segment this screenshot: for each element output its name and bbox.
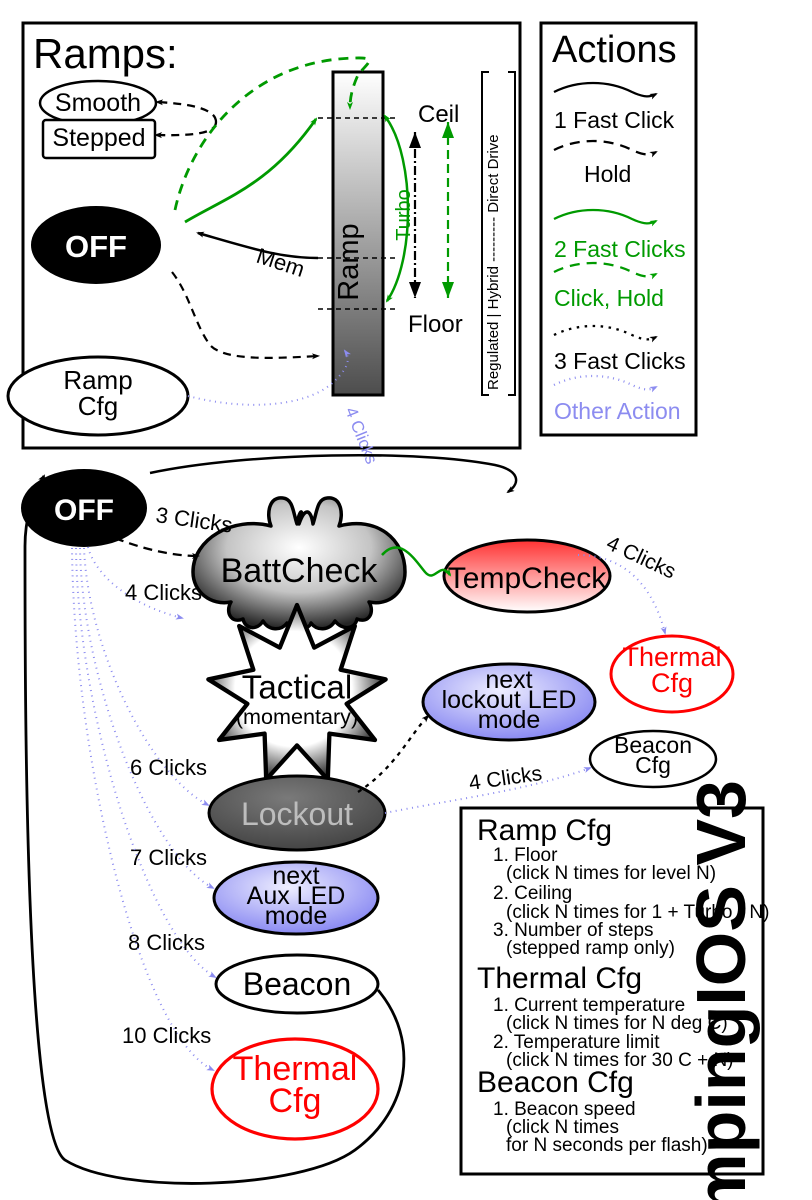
svg-text:Cfg: Cfg bbox=[651, 668, 693, 698]
svg-text:Hold: Hold bbox=[584, 161, 631, 187]
svg-text:Smooth: Smooth bbox=[55, 89, 141, 117]
svg-text:6 Clicks: 6 Clicks bbox=[130, 755, 207, 780]
svg-text:7 Clicks: 7 Clicks bbox=[130, 845, 207, 870]
svg-text:Lockout: Lockout bbox=[241, 796, 353, 832]
svg-text:3 Fast Clicks: 3 Fast Clicks bbox=[554, 348, 686, 374]
svg-text:OFF: OFF bbox=[54, 494, 114, 527]
svg-text:for N seconds per flash): for N seconds per flash) bbox=[506, 1135, 708, 1156]
svg-text:BattCheck: BattCheck bbox=[221, 552, 379, 590]
svg-text:Floor: Floor bbox=[408, 311, 463, 338]
svg-text:Tactical: Tactical bbox=[242, 670, 352, 707]
svg-text:Ramp: Ramp bbox=[333, 223, 365, 300]
svg-text:Ramps:: Ramps: bbox=[33, 30, 178, 77]
svg-text:4 Clicks: 4 Clicks bbox=[125, 580, 202, 605]
svg-text:8 Clicks: 8 Clicks bbox=[128, 930, 205, 955]
svg-text:mode: mode bbox=[478, 706, 541, 734]
svg-text:Cfg: Cfg bbox=[78, 391, 118, 421]
svg-text:Ceil: Ceil bbox=[418, 101, 459, 128]
svg-text:Cfg: Cfg bbox=[269, 1082, 322, 1120]
svg-text:mode: mode bbox=[265, 902, 328, 930]
svg-text:Ramp Cfg: Ramp Cfg bbox=[477, 814, 612, 847]
svg-text:(click N times for level N): (click N times for level N) bbox=[506, 863, 716, 884]
svg-text:(stepped ramp only): (stepped ramp only) bbox=[506, 938, 675, 959]
svg-text:Actions: Actions bbox=[552, 29, 677, 71]
svg-text:1 Fast Click: 1 Fast Click bbox=[554, 107, 675, 133]
svg-text:2. Ceiling: 2. Ceiling bbox=[493, 883, 572, 904]
svg-text:10 Clicks: 10 Clicks bbox=[122, 1023, 211, 1048]
svg-text:Beacon Cfg: Beacon Cfg bbox=[477, 1066, 634, 1099]
svg-text:OFF: OFF bbox=[65, 229, 127, 264]
svg-text:TempCheck: TempCheck bbox=[448, 562, 607, 595]
svg-text:Other Action: Other Action bbox=[554, 398, 681, 424]
svg-text:Cfg: Cfg bbox=[635, 752, 671, 778]
svg-text:Click, Hold: Click, Hold bbox=[554, 285, 664, 311]
svg-text:(momentary): (momentary) bbox=[236, 704, 358, 729]
svg-text:Stepped: Stepped bbox=[52, 124, 145, 152]
svg-text:Thermal Cfg: Thermal Cfg bbox=[477, 962, 642, 995]
svg-text:(click N times for N deg C): (click N times for N deg C) bbox=[506, 1013, 728, 1034]
svg-text:Beacon: Beacon bbox=[243, 966, 352, 1002]
svg-text:2 Fast Clicks: 2 Fast Clicks bbox=[554, 236, 686, 262]
svg-text:Turbo: Turbo bbox=[393, 189, 415, 241]
svg-text:Regulated | Hybrid --------- D: Regulated | Hybrid --------- Direct Driv… bbox=[485, 134, 502, 390]
